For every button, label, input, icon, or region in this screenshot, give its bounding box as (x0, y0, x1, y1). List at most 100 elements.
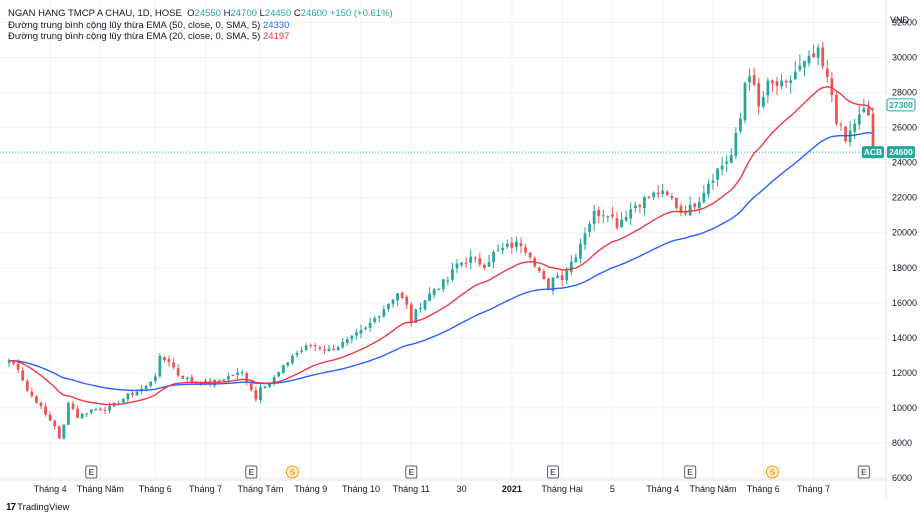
candle (441, 278, 445, 293)
candle (464, 257, 468, 268)
candle-body (606, 216, 610, 218)
split-event-icon[interactable]: S (765, 465, 779, 479)
candle (446, 276, 450, 286)
candle-body (816, 47, 820, 58)
candle (163, 356, 166, 362)
candle (510, 237, 514, 255)
candle (780, 73, 783, 90)
earnings-event-icon[interactable]: E (85, 465, 98, 479)
candle (643, 195, 646, 215)
candle (286, 361, 290, 368)
candle-body (94, 409, 98, 411)
candle (519, 237, 523, 254)
candle-body (57, 426, 61, 439)
candle-body (807, 55, 811, 64)
candle (428, 287, 431, 301)
candle-body (158, 356, 162, 377)
symbol-tag-bg (862, 146, 884, 159)
price-axis[interactable]: VND 32000 30000 28000 26000 24000 22000 20000 1… (890, 15, 917, 483)
candle (25, 378, 29, 393)
candle (862, 98, 866, 114)
candle-body (675, 197, 678, 208)
candle-body (131, 393, 134, 395)
x-tick-label: Tháng Tám (237, 484, 283, 494)
candle-body (345, 339, 349, 344)
candle (382, 305, 386, 319)
tradingview-logo-text: TradingView (17, 502, 70, 513)
event-letter: S (770, 467, 776, 477)
candle-body (144, 386, 148, 390)
candle (469, 249, 473, 270)
earnings-event-icon[interactable]: E (684, 465, 697, 479)
candle (167, 355, 171, 367)
candle-body (451, 269, 454, 280)
candle (245, 371, 249, 386)
candle (291, 353, 294, 365)
candle (825, 60, 829, 83)
candle (624, 210, 628, 222)
event-letter: E (687, 467, 693, 477)
y-tick-label: 10000 (892, 403, 917, 413)
candle-body (295, 352, 299, 355)
candle (419, 302, 422, 313)
chart-legend: NGAN HANG TMCP A CHAU, 1D, HOSE O24550 H… (8, 8, 393, 43)
candle (272, 374, 276, 387)
candle (57, 425, 61, 439)
x-tick-label: 30 (457, 484, 467, 494)
candle (85, 412, 89, 418)
candle (720, 157, 724, 176)
time-axis[interactable]: Tháng 4 Tháng Năm Tháng 6 Tháng 7 Tháng Tám T… (34, 484, 830, 494)
candle-body (775, 81, 779, 87)
tradingview-footer[interactable]: 17 TradingView (6, 502, 69, 513)
candle-body (121, 398, 125, 403)
candle-body (743, 83, 747, 121)
candle (437, 288, 441, 291)
candle-body (853, 123, 857, 132)
x-tick-label: Tháng Năm (77, 484, 124, 494)
candle (725, 155, 729, 173)
candle (39, 401, 43, 410)
candle (323, 345, 326, 354)
candle (675, 197, 678, 210)
earnings-event-icon[interactable]: E (405, 465, 418, 479)
y-tick-label: 18000 (892, 263, 917, 273)
candle (423, 300, 427, 311)
ema50-legend[interactable]: Đường trung bình cộng lũy thừa EMA (50, … (8, 20, 393, 32)
candle-body (195, 382, 198, 384)
earnings-event-icon[interactable]: E (857, 465, 870, 479)
candle (761, 90, 765, 109)
candle-body (611, 214, 614, 217)
candle (259, 384, 262, 404)
symbol-price-tag: ACB 24600 (862, 146, 915, 159)
candle-body (478, 258, 482, 265)
y-tick-label: 28000 (892, 88, 917, 98)
candle-body (373, 318, 377, 322)
event-letter: E (861, 467, 867, 477)
candle-body (231, 375, 235, 377)
candle-body (725, 161, 729, 164)
candle (771, 79, 774, 92)
candle-body (624, 217, 628, 221)
candle-body (565, 270, 569, 281)
candle (76, 405, 79, 419)
candle (254, 386, 258, 402)
earnings-event-icon[interactable]: E (547, 465, 559, 479)
candle-body (748, 76, 751, 83)
candle (377, 315, 381, 323)
candle-body (647, 196, 651, 198)
y-tick-label: 26000 (892, 123, 917, 133)
ema20-legend[interactable]: Đường trung bình cộng lũy thừa EMA (20, … (8, 31, 393, 43)
candle-body (272, 377, 276, 384)
candle-body (547, 278, 550, 290)
candle-body (556, 275, 559, 279)
candle (528, 251, 532, 260)
candle-body (217, 379, 221, 381)
candle-body (592, 210, 596, 224)
candle-body (153, 376, 157, 382)
earnings-event-icon[interactable]: E (245, 465, 258, 479)
candle (835, 92, 838, 127)
candle (44, 403, 47, 417)
candle-body (21, 370, 25, 381)
split-event-icon[interactable]: S (285, 465, 299, 479)
candle-body (505, 243, 509, 247)
